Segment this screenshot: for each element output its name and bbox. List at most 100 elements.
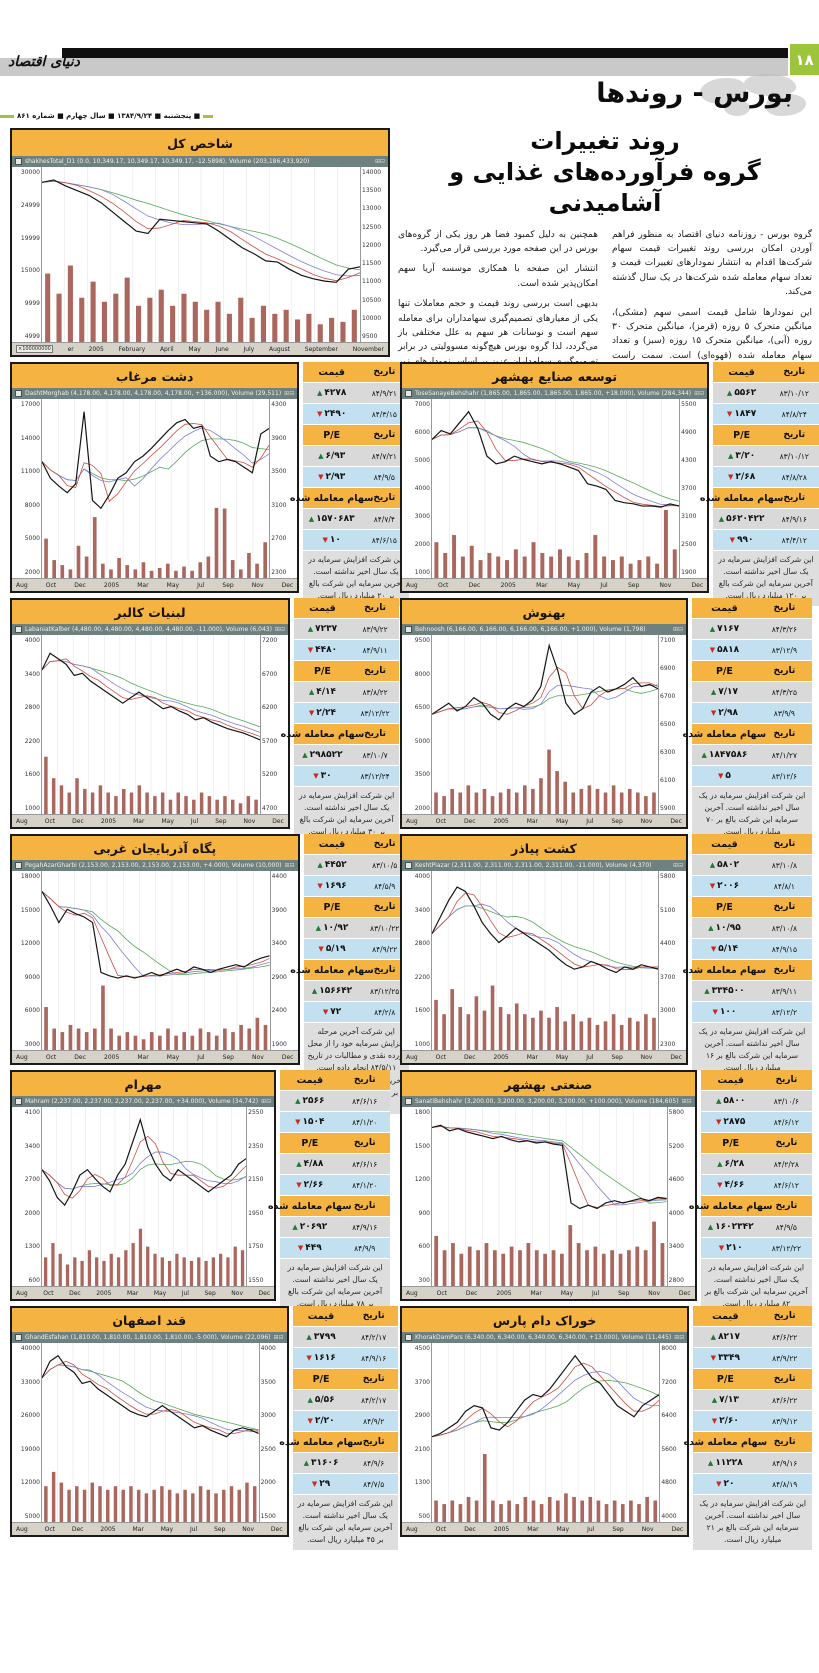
x-axis-label: Dec [72, 817, 84, 825]
up-arrow-icon: ▲ [707, 1222, 714, 1231]
pe-high-row: ۱۰/۹۲ ▲ ۸۳/۱۰/۲۲ [303, 918, 409, 938]
price-low-row: ۵۸۱۸ ▼ ۸۳/۱۲/۹ [692, 640, 812, 660]
down-arrow-icon: ▼ [306, 1353, 312, 1362]
axis-tick: 3000 [260, 1412, 276, 1420]
stock-ticker-text: LabaniatKalber (4,480.00, 4,480.00, 4,48… [25, 626, 272, 633]
stock-ticker-text: Mahram (2,237.00, 2,237.00, 2,237.00, 2,… [25, 1098, 259, 1105]
pe-low-row: ۵/۱۴ ▼ ۸۴/۹/۱۵ [692, 939, 812, 959]
axis-tick: 5900 [660, 805, 676, 812]
shares-low-row: ۲۱۰ ▼ ۸۳/۱۲/۲۲ [700, 1238, 812, 1258]
shares-header-date: تاریخ [773, 1437, 796, 1447]
price-high-row: ۴۴۵۲ ▲ ۸۳/۱۰/۵ [303, 855, 409, 875]
shares-header-date: تاریخ [362, 1437, 385, 1447]
x-axis-label: Dec [74, 1053, 86, 1061]
axis-tick: 4000 [414, 873, 430, 880]
axis-tick: 9000 [24, 973, 40, 981]
up-arrow-icon: ▲ [308, 687, 315, 696]
down-arrow-icon: ▼ [728, 472, 734, 481]
headline-line1: روند تغییرات [530, 127, 680, 155]
axis-tick: 40000 [20, 1345, 40, 1352]
price-high-row: ۴۲۷۸ ▲ ۸۴/۹/۲۱ [303, 383, 409, 403]
pe-header-date: تاریخ [373, 430, 396, 440]
pe-high-value: ۷/۱۳ [719, 1395, 739, 1405]
pe-high-value: ۷/۱۷ [718, 687, 738, 697]
axis-tick: 1300 [24, 1243, 40, 1251]
shares-high-value: ۲۹۸۵۲۲ [309, 750, 343, 760]
x-axis-label: May [567, 581, 581, 589]
pe-low-value: ۲/۲۰ [314, 1416, 335, 1426]
price-high-date: ۸۳/۱۰/۱۲ [779, 388, 809, 398]
down-arrow-icon: ▼ [716, 1117, 722, 1126]
axis-tick: 9500 [362, 332, 378, 340]
x-axis-label: June [215, 345, 229, 353]
volume-axis: 9500 8000 6500 5000 3500 2000 [402, 635, 432, 814]
axis-tick: 4600 [668, 1176, 684, 1184]
axis-tick: 1950 [248, 1209, 264, 1217]
x-axis-label: Dec [74, 581, 86, 589]
axis-tick: 7100 [660, 637, 676, 644]
x-axis-label: February [118, 345, 146, 353]
shares-low-row: ۱۰۰ ▼ ۸۳/۱۲/۲ [692, 1002, 812, 1022]
price-header-value: قیمت [712, 1310, 739, 1322]
axis-tick: 900 [418, 1209, 430, 1217]
up-arrow-icon: ▲ [716, 1096, 722, 1105]
date-line-rule-right [203, 114, 214, 118]
price-low-value: ۱۶۱۶ [313, 1353, 336, 1363]
pe-header-row: P/E تاریخ [292, 1369, 398, 1389]
x-axis-label: Mar [132, 1525, 144, 1533]
down-arrow-icon: ▼ [709, 881, 716, 890]
pe-high-date: ۸۳/۱۰/۸ [771, 923, 797, 933]
x-axis-label: August [269, 345, 290, 353]
stock-ticker-text: KhorakDamPars (6,340.00, 6,340.00, 6,340… [415, 1334, 672, 1341]
axis-tick: 15000 [20, 267, 40, 275]
x-axis-label: Mar [530, 1289, 542, 1297]
axis-tick: 5000 [414, 737, 430, 745]
pe-high-date: ۸۴/۲/۲۸ [773, 1159, 799, 1169]
x-axis-label: Nov [641, 1525, 654, 1533]
stock-panel-2: توسعه صنایع بهشهر ToseSanayeBehshahr (1,… [400, 362, 819, 606]
stats-table: قیمت تاریخ ۵۵۶۲ ▲ ۸۳/۱۰/۱۲ ۱۸۴۷ ▼ ۸۴/۸/۲۴ P/E تار… [700, 362, 819, 606]
down-arrow-icon: ▼ [729, 535, 736, 544]
axis-tick: 4100 [24, 1109, 40, 1116]
axis-tick: 600 [28, 1276, 40, 1284]
shares-header-value: سهام معامله شده [688, 1200, 773, 1212]
shares-low-date: ۸۳/۱۲/۲۴ [360, 771, 390, 781]
pe-low-row: ۲/۹۸ ▼ ۸۳/۹/۹ [692, 703, 812, 723]
axis-tick: 26000 [20, 1412, 40, 1420]
stats-table: قیمت تاریخ ۸۲۱۷ ▲ ۸۴/۶/۲۲ ۳۳۴۹ ▼ ۸۳/۹/۲۲ P/E تاری… [684, 1306, 812, 1550]
price-low-row: ۲۸۷۵ ▼ ۸۴/۶/۱۲ [700, 1112, 812, 1132]
x-axis-label: Sep [618, 1289, 630, 1297]
up-arrow-icon: ▲ [718, 514, 725, 523]
stats-table: قیمت تاریخ ۵۸۰۰ ▲ ۸۳/۱۰/۶ ۲۸۷۵ ▼ ۸۴/۶/۱۲ P/E تاری… [689, 1070, 812, 1314]
shares-low-value: ۷۲ [330, 1007, 342, 1017]
axis-tick: 8000 [24, 501, 40, 509]
pe-high-row: ۳/۲۰ ▲ ۸۳/۱۰/۱۲ [713, 446, 819, 466]
x-axis-label: Sep [215, 817, 227, 825]
shares-header-value: سهام معامله شده [682, 728, 767, 740]
x-axis-label: Dec [464, 1525, 476, 1533]
down-arrow-icon: ▼ [718, 1243, 725, 1252]
axis-tick: 1550 [248, 1276, 264, 1284]
shares-low-date: ۸۳/۱۲/۲۲ [771, 1243, 801, 1253]
price-header-row: قیمت تاریخ [692, 834, 812, 854]
capital-footnote: این شرکت افزایش سرمایه در یک سال اخیر ند… [700, 1259, 812, 1314]
price-header-row: قیمت تاریخ [303, 362, 409, 382]
stock-panel-5: پگاه آذربایجان غربی PegahAzarGharbi (2,1… [10, 834, 409, 1114]
plot-area [42, 399, 269, 578]
stock-ticker-bar: PegahAzarGharbi (2,153.00, 2,153.00, 2,1… [12, 860, 298, 871]
price-low-date: ۸۴/۵/۹ [374, 881, 396, 891]
shares-header-row: سهام معامله شده تاریخ [290, 960, 409, 980]
axis-tick: 19000 [20, 1445, 40, 1453]
price-header-date: تاریخ [362, 1311, 385, 1321]
axis-tick: 7200 [661, 1378, 677, 1386]
x-axis-label: 2005 [100, 1525, 116, 1533]
axis-tick: 7200 [261, 637, 278, 644]
stock-ticker-bar: Mahram (2,237.00, 2,237.00, 2,237.00, 2,… [12, 1096, 275, 1107]
x-axis-label: Nov [231, 1289, 244, 1297]
price-low-value: ۲۴۹۰ [324, 409, 347, 419]
price-high-date: ۸۴/۲/۱۷ [361, 1332, 387, 1342]
shares-low-date: ۸۴/۸/۱۹ [772, 1479, 798, 1489]
down-arrow-icon: ▼ [318, 472, 324, 481]
chart-window-icon [405, 626, 412, 633]
x-axis-label: Oct [45, 581, 57, 589]
